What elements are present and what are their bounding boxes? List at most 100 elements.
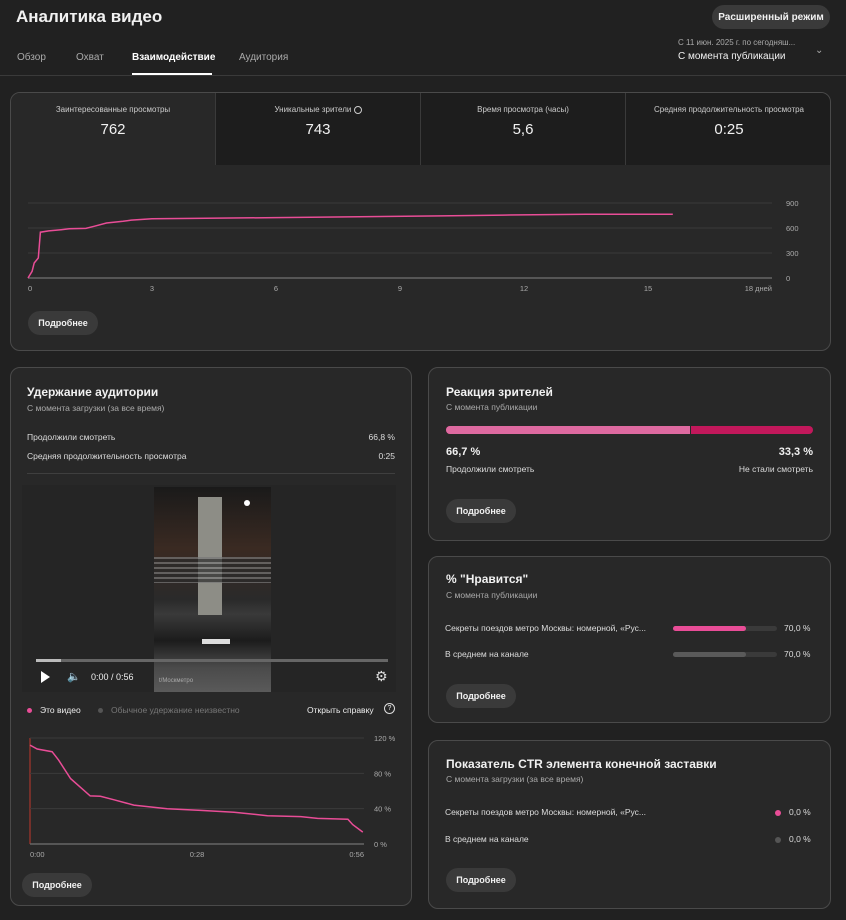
chevron-down-icon[interactable]: ⌄ [815,45,824,56]
card-title: % "Нравится" [446,572,529,586]
metric-value: 0:25 [714,121,744,138]
help-icon[interactable]: ? [384,703,395,714]
ctr-dot-channel [775,837,781,843]
more-button[interactable]: Подробнее [28,311,98,335]
date-range-detail[interactable]: С 11 июн. 2025 г. по сегодняш... [678,38,796,47]
row-value: 70,0 % [784,649,811,659]
metric-label: Уникальные зрители [274,105,352,114]
card-subtitle: С момента загрузки (за все время) [446,774,584,784]
x-tick-label: 15 [644,284,652,293]
stopped-pct: 33,3 % [778,446,813,458]
clock-icon [353,105,362,114]
reaction-card: Реакция зрителей С момента публикации 66… [428,367,831,541]
tab-overview[interactable]: Обзор [17,52,46,63]
page-title: Аналитика видео [16,7,163,26]
x-tick-label: 0:28 [190,850,205,859]
tab-engagement[interactable]: Взаимодействие [132,52,216,63]
x-tick-label: 6 [274,284,278,293]
stopped-label: Не стали смотреть [738,464,813,474]
card-title: Удержание аудитории [27,385,159,399]
legend-dot-this-video [27,708,32,713]
advanced-mode-button[interactable]: Расширенный режим [712,5,830,29]
row-label: Секреты поездов метро Москвы: номерной, … [445,807,646,817]
metric-tile-engaged-views[interactable]: Заинтересованные просмотры 762 [11,93,216,165]
legend-typical: Обычное удержание неизвестно [111,705,240,715]
more-button[interactable]: Подробнее [446,684,516,708]
tab-audience[interactable]: Аудитория [239,52,289,63]
card-subtitle: С момента публикации [446,590,538,600]
likes-bar-video [673,626,777,631]
row-value: 0,0 % [789,807,811,817]
x-tick-label: 18 дней [745,284,772,293]
card-title: Показатель CTR элемента конечной заставк… [446,757,717,771]
header-divider [0,75,846,76]
x-tick-label: 0:00 [30,850,45,859]
help-link[interactable]: Открыть справку [307,705,374,715]
more-button[interactable]: Подробнее [22,873,92,897]
more-button[interactable]: Подробнее [446,868,516,892]
row-label: В среднем на канале [445,834,529,844]
row-value: 70,0 % [784,623,811,633]
volume-icon[interactable]: 🔈 [67,671,81,683]
continued-label: Продолжили смотреть [446,464,535,474]
video-thumbnail: t/Москметро [154,487,271,692]
card-subtitle: С момента загрузки (за все время) [27,403,165,413]
seek-bar[interactable] [36,659,388,662]
metric-tile-avg-duration[interactable]: Средняя продолжительность просмотра 0:25 [626,93,830,165]
y-tick-label: 0 [786,274,790,283]
metric-value: 762 [100,121,126,138]
thumb-fence [154,557,271,583]
thumb-light [244,500,250,506]
metric-value: 743 [305,121,331,138]
seek-progress [36,659,61,662]
row-label: Продолжили смотреть [27,432,116,442]
metric-label: Средняя продолжительность просмотра [653,105,805,114]
reaction-bar [446,426,813,434]
watermark: t/Москметро [159,678,194,684]
series-line [29,744,364,833]
likes-bar-channel [673,652,777,657]
row-value: 0,0 % [789,834,811,844]
y-tick-label: 900 [786,199,799,208]
active-tab-indicator [132,73,212,75]
metric-label: Время просмотра (часы) [477,105,569,114]
likes-bar-fill [673,626,746,631]
row-label: Средняя продолжительность просмотра [27,451,187,461]
y-tick-label: 0 % [374,840,387,849]
x-tick-label: 12 [520,284,528,293]
retention-chart: 120 % 80 % 40 % 0 % 0:00 0:28 0:56 [29,734,396,859]
series-line [27,213,673,279]
end-screen-ctr-card: Показатель CTR элемента конечной заставк… [428,740,831,909]
legend-this-video: Это видео [40,705,81,715]
date-range-select[interactable]: С момента публикации [678,51,786,62]
row-value: 0:25 [378,451,395,461]
play-icon[interactable] [41,671,50,683]
settings-gear-icon[interactable]: ⚙ [375,668,388,684]
thumb-pillar [198,497,222,615]
metric-tile-watch-time[interactable]: Время просмотра (часы) 5,6 [421,93,626,165]
x-tick-label: 3 [150,284,154,293]
metric-value: 5,6 [512,121,534,138]
reaction-bar-continued [446,426,691,434]
row-value: 66,8 % [368,432,395,442]
tab-reach[interactable]: Охват [76,52,104,63]
y-tick-label: 40 % [374,805,391,814]
card-subtitle: С момента публикации [446,402,538,412]
y-tick-label: 300 [786,249,799,258]
metrics-card: Заинтересованные просмотры 762 Уникальные… [10,92,831,351]
retention-card: Удержание аудитории С момента загрузки (… [10,367,412,906]
divider [27,473,395,474]
row-label: В среднем на канале [445,649,529,659]
metric-label: Заинтересованные просмотры [55,105,171,114]
x-tick-label: 9 [398,284,402,293]
y-tick-label: 120 % [374,734,396,743]
x-tick-label: 0:56 [349,850,364,859]
thumb-sign [202,639,230,644]
video-player[interactable]: t/Москметро 🔈 0:00 / 0:56 ⚙ [22,485,396,692]
legend-dot-typical [98,708,103,713]
metric-tile-unique-viewers[interactable]: Уникальные зрители 743 [216,93,421,165]
row-label: Секреты поездов метро Москвы: номерной, … [445,623,646,633]
more-button[interactable]: Подробнее [446,499,516,523]
x-tick-label: 0 [28,284,32,293]
ctr-dot-video [775,810,781,816]
